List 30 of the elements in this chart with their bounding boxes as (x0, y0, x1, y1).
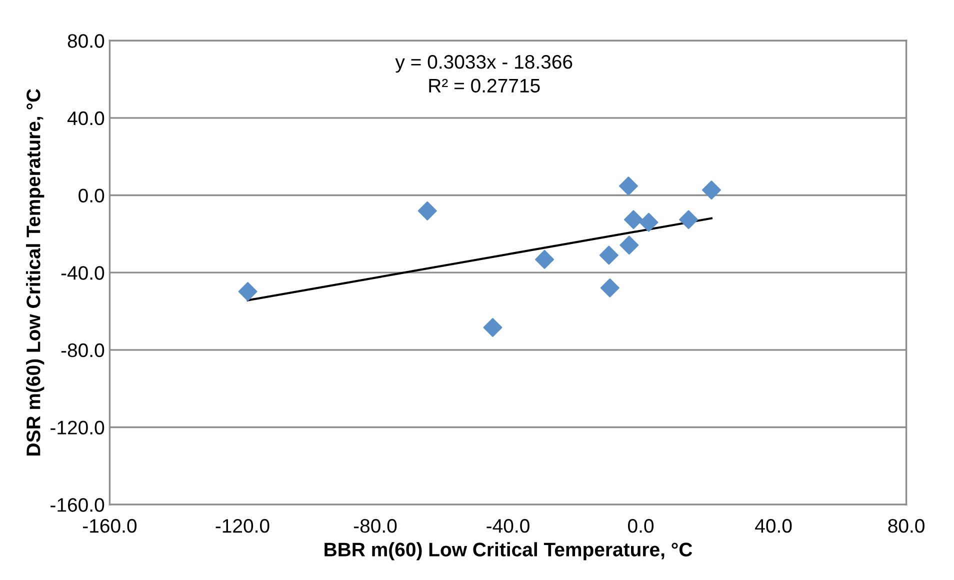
y-tick-label: 0.0 (78, 188, 104, 203)
point (238, 282, 258, 302)
x-axis-title: BBR m(60) Low Critical Temperature, °C (324, 542, 692, 560)
annotation: R² = 0.27715 (429, 78, 540, 93)
point (624, 210, 643, 230)
point (619, 176, 638, 196)
point (639, 212, 658, 232)
point (679, 210, 698, 230)
point (418, 201, 437, 220)
x-tick-label: 40.0 (755, 519, 792, 533)
y-tick-label: -120.0 (50, 420, 104, 435)
x-tick-label: 0.0 (628, 519, 654, 533)
point (620, 236, 639, 255)
x-tick-label: -160.0 (83, 519, 137, 533)
point (483, 318, 502, 337)
x-tick-label: -80.0 (354, 519, 397, 533)
y-axis-title: DSR m(60) Low Critical Temperature, °C (26, 88, 44, 456)
y-tick-label: -160.0 (50, 498, 104, 512)
y-tick-label: 80.0 (68, 34, 104, 48)
annotation: y = 0.3033x - 18.366 (395, 55, 572, 73)
x-tick-label: -120.0 (216, 519, 270, 533)
point (600, 278, 620, 298)
point (702, 180, 721, 200)
y-tick-label: -80.0 (61, 343, 104, 358)
x-tick-label: -40.0 (486, 519, 530, 533)
y-tick-label: 40.0 (67, 111, 104, 126)
point (535, 250, 554, 269)
y-tick-label: -40.0 (61, 266, 104, 280)
point (599, 246, 618, 265)
x-tick-label: 80.0 (888, 519, 924, 533)
